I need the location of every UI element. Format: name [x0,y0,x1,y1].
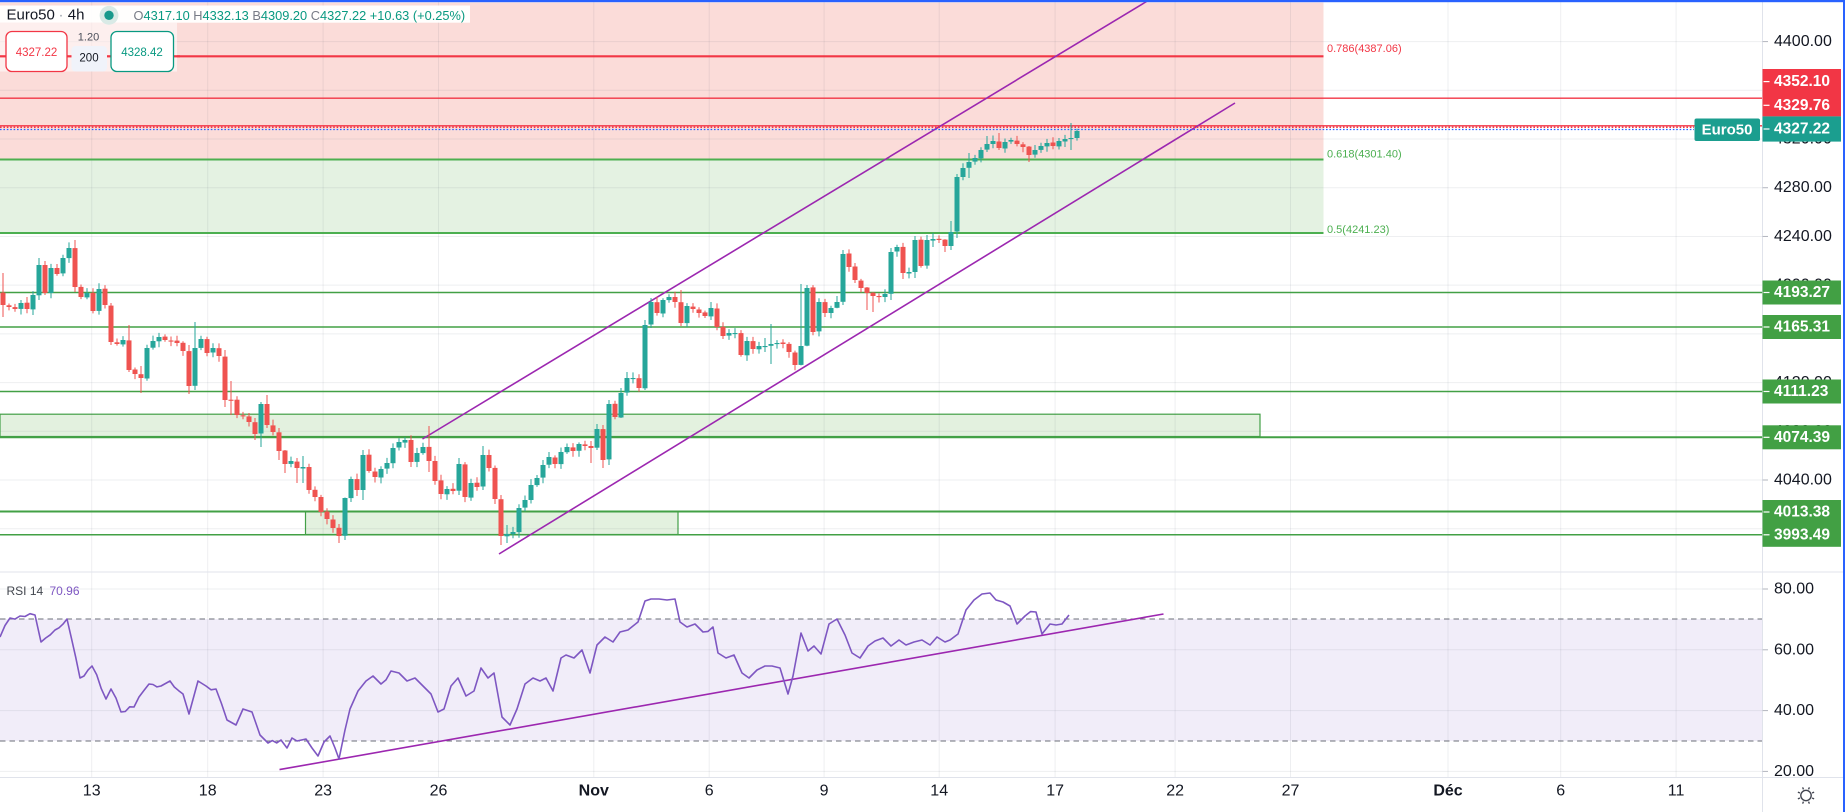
svg-text:Nov: Nov [579,783,609,800]
svg-text:14: 14 [930,783,948,800]
svg-text:70.96: 70.96 [50,584,80,598]
svg-text:22: 22 [1166,783,1184,800]
svg-text:O4317.10 H4332.13 B4309.20 C43: O4317.10 H4332.13 B4309.20 C4327.22 +10.… [134,8,466,23]
svg-text:60.00: 60.00 [1774,641,1814,658]
svg-text:Déc: Déc [1433,783,1462,800]
svg-text:6: 6 [1556,783,1565,800]
svg-text:4280.00: 4280.00 [1774,179,1832,196]
svg-text:27: 27 [1282,783,1300,800]
svg-text:RSI 14: RSI 14 [7,584,44,598]
svg-text:Euro50: Euro50 [1702,121,1753,138]
svg-text:4240.00: 4240.00 [1774,228,1832,245]
svg-text:·: · [59,6,64,23]
svg-text:4327.22: 4327.22 [16,47,58,59]
svg-text:0.5(4241.23): 0.5(4241.23) [1327,224,1389,236]
svg-text:0.786(4387.06): 0.786(4387.06) [1327,43,1402,55]
svg-text:3993.49: 3993.49 [1774,526,1830,543]
svg-text:200: 200 [79,53,98,65]
svg-text:4013.38: 4013.38 [1774,504,1830,521]
svg-text:4400.00: 4400.00 [1774,33,1832,50]
svg-text:4165.31: 4165.31 [1774,319,1830,336]
svg-text:6: 6 [705,783,714,800]
svg-text:4074.39: 4074.39 [1774,429,1830,446]
svg-text:4193.27: 4193.27 [1774,284,1830,301]
svg-text:11: 11 [1668,783,1685,800]
svg-text:40.00: 40.00 [1774,702,1814,719]
svg-text:Euro50: Euro50 [7,6,55,23]
svg-text:4040.00: 4040.00 [1774,472,1832,489]
svg-text:4328.42: 4328.42 [121,47,163,59]
svg-text:13: 13 [83,783,101,800]
svg-text:1.20: 1.20 [78,32,99,44]
svg-text:17: 17 [1046,783,1064,800]
svg-text:80.00: 80.00 [1774,581,1814,598]
svg-text:4329.76: 4329.76 [1774,97,1830,114]
svg-text:9: 9 [820,783,829,800]
svg-text:23: 23 [314,783,332,800]
svg-text:0.618(4301.40): 0.618(4301.40) [1327,149,1402,161]
svg-text:26: 26 [430,783,448,800]
svg-text:18: 18 [199,783,217,800]
svg-text:4352.10: 4352.10 [1774,73,1830,90]
svg-text:4111.23: 4111.23 [1774,383,1829,400]
svg-text:20.00: 20.00 [1774,763,1814,780]
svg-text:4327.22: 4327.22 [1774,121,1830,138]
svg-text:4h: 4h [68,6,85,23]
